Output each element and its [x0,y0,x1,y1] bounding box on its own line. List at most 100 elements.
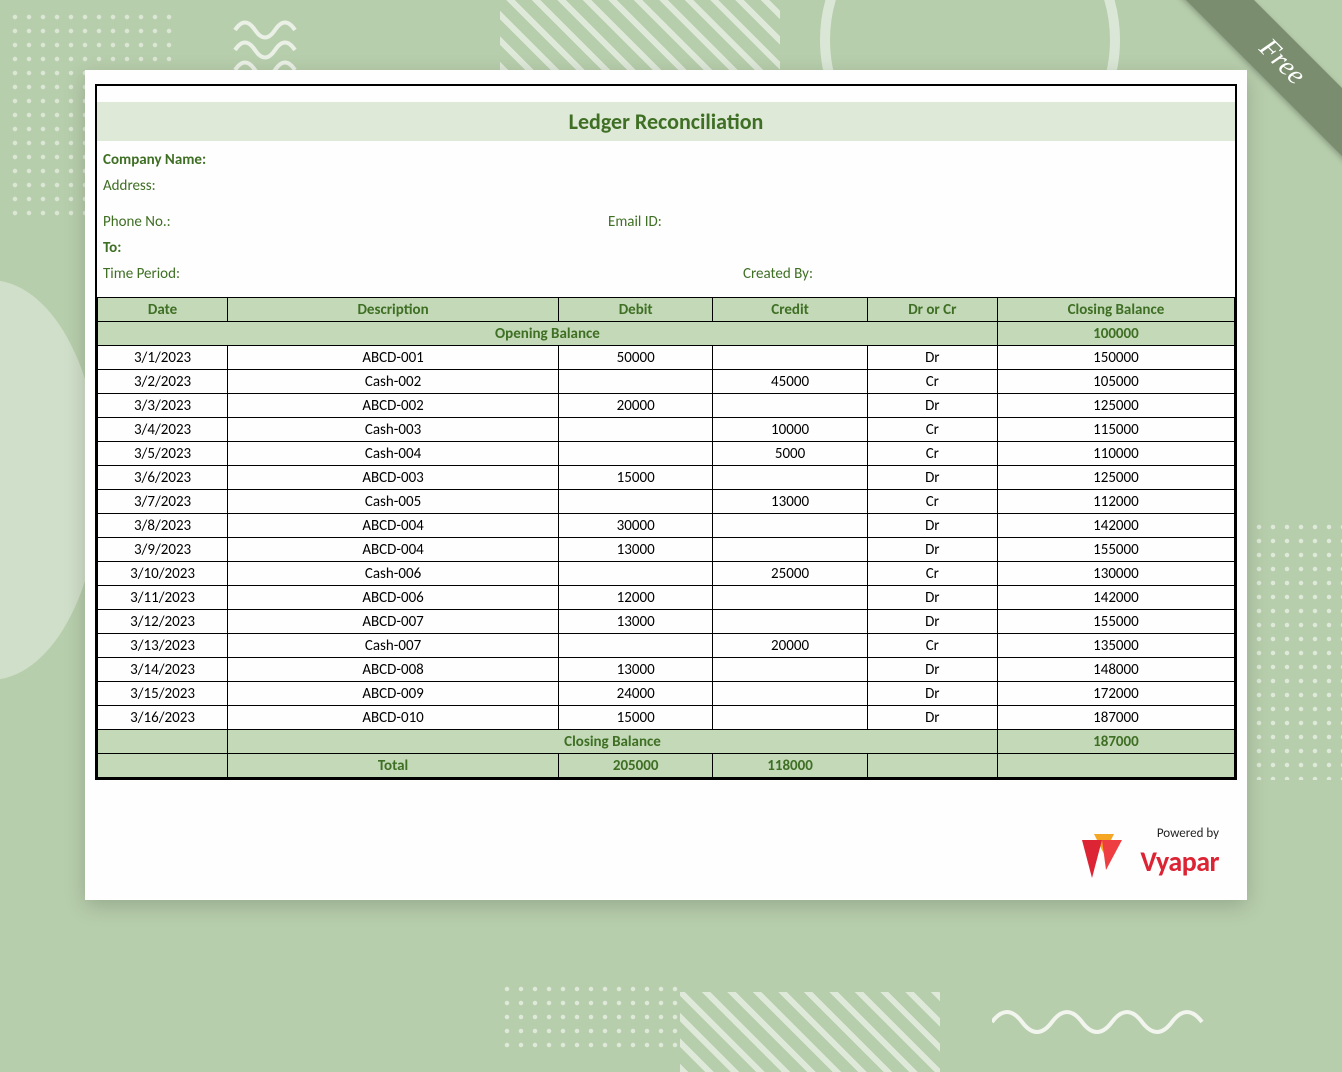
ledger-sheet: Ledger Reconciliation Company Name: Addr… [95,84,1237,780]
cell-close: 142000 [997,514,1234,538]
cell-close: 112000 [997,490,1234,514]
cell-close: 110000 [997,442,1234,466]
table-row: 3/2/2023Cash-002 45000Cr105000 [98,370,1235,394]
cell-drcr: Dr [867,514,997,538]
cell-close: 187000 [997,706,1234,730]
cell-drcr: Dr [867,394,997,418]
brand-footer: Powered by Vyapar [1076,830,1219,882]
cell-date: 3/3/2023 [98,394,228,418]
to-label: To: [103,239,121,257]
cell-debit [558,370,712,394]
cell-close: 125000 [997,394,1234,418]
company-name-label: Company Name: [103,151,206,169]
cell-drcr: Cr [867,634,997,658]
table-row: 3/16/2023ABCD-01015000Dr187000 [98,706,1235,730]
cell-date: 3/7/2023 [98,490,228,514]
cell-date: 3/5/2023 [98,442,228,466]
cell-debit: 50000 [558,346,712,370]
col-close: Closing Balance [997,298,1234,322]
cell-desc: ABCD-004 [228,514,559,538]
cell-desc: ABCD-009 [228,682,559,706]
cell-drcr: Cr [867,442,997,466]
cell-debit [558,418,712,442]
total-debit: 205000 [558,754,712,778]
cell-desc: ABCD-006 [228,586,559,610]
table-row: 3/10/2023Cash-00625000Cr130000 [98,562,1235,586]
cell-desc: Cash-002 [228,370,559,394]
cell-drcr: Dr [867,706,997,730]
col-drcr: Dr or Cr [867,298,997,322]
time-period-label: Time Period: [103,265,743,283]
address-label: Address: [103,177,156,195]
cell-debit: 13000 [558,658,712,682]
cell-desc: Cash-006 [228,562,559,586]
cell-credit: 13000 [713,490,867,514]
table-row: 3/1/2023ABCD-00150000Dr150000 [98,346,1235,370]
cell-desc: ABCD-007 [228,610,559,634]
total-credit: 118000 [713,754,867,778]
table-row: 3/15/2023ABCD-00924000Dr172000 [98,682,1235,706]
cell-desc: ABCD-001 [228,346,559,370]
cell-date: 3/2/2023 [98,370,228,394]
cell-date: 3/1/2023 [98,346,228,370]
cell-close: 130000 [997,562,1234,586]
cell-desc: ABCD-008 [228,658,559,682]
col-credit: Credit [713,298,867,322]
cell-credit [713,610,867,634]
cell-desc: Cash-005 [228,490,559,514]
cell-close: 105000 [997,370,1234,394]
ledger-table: Date Description Debit Credit Dr or Cr C… [97,297,1235,778]
table-row: 3/12/2023ABCD-00713000Dr155000 [98,610,1235,634]
col-debit: Debit [558,298,712,322]
brand-name: Vyapar [1140,844,1219,879]
table-row: 3/6/2023ABCD-00315000Dr125000 [98,466,1235,490]
cell-credit: 5000 [713,442,867,466]
cell-desc: Cash-003 [228,418,559,442]
cell-drcr: Cr [867,562,997,586]
cell-date: 3/14/2023 [98,658,228,682]
cell-date: 3/6/2023 [98,466,228,490]
cell-credit [713,346,867,370]
opening-balance-row: Opening Balance 100000 [98,322,1235,346]
table-row: 3/11/2023ABCD-00612000 Dr142000 [98,586,1235,610]
cell-desc: ABCD-004 [228,538,559,562]
cell-debit: 20000 [558,394,712,418]
cell-close: 135000 [997,634,1234,658]
opening-balance-label: Opening Balance [98,322,998,346]
cell-credit [713,586,867,610]
cell-close: 150000 [997,346,1234,370]
cell-close: 172000 [997,682,1234,706]
cell-credit: 45000 [713,370,867,394]
cell-debit: 15000 [558,706,712,730]
table-row: 3/8/2023ABCD-00430000Dr142000 [98,514,1235,538]
vyapar-logo-icon [1076,830,1132,882]
cell-debit: 13000 [558,610,712,634]
company-info-block: Company Name: Address: Phone No.: Email … [97,141,1235,297]
cell-close: 125000 [997,466,1234,490]
email-label: Email ID: [608,213,1229,231]
cell-date: 3/11/2023 [98,586,228,610]
cell-date: 3/16/2023 [98,706,228,730]
cell-credit: 20000 [713,634,867,658]
cell-close: 142000 [997,586,1234,610]
table-row: 3/4/2023Cash-00310000Cr115000 [98,418,1235,442]
cell-desc: ABCD-002 [228,394,559,418]
cell-drcr: Dr [867,466,997,490]
cell-debit: 30000 [558,514,712,538]
cell-debit [558,562,712,586]
cell-debit: 13000 [558,538,712,562]
cell-drcr: Dr [867,682,997,706]
cell-credit: 10000 [713,418,867,442]
col-date: Date [98,298,228,322]
bg-stripes [680,992,940,1072]
cell-drcr: Cr [867,370,997,394]
cell-drcr: Cr [867,418,997,442]
cell-drcr: Dr [867,586,997,610]
cell-credit [713,514,867,538]
cell-date: 3/12/2023 [98,610,228,634]
bg-dot-pattern [1252,520,1342,780]
cell-debit: 12000 [558,586,712,610]
table-header-row: Date Description Debit Credit Dr or Cr C… [98,298,1235,322]
bg-dot-pattern [500,982,680,1052]
page-title: Ledger Reconciliation [97,102,1235,141]
